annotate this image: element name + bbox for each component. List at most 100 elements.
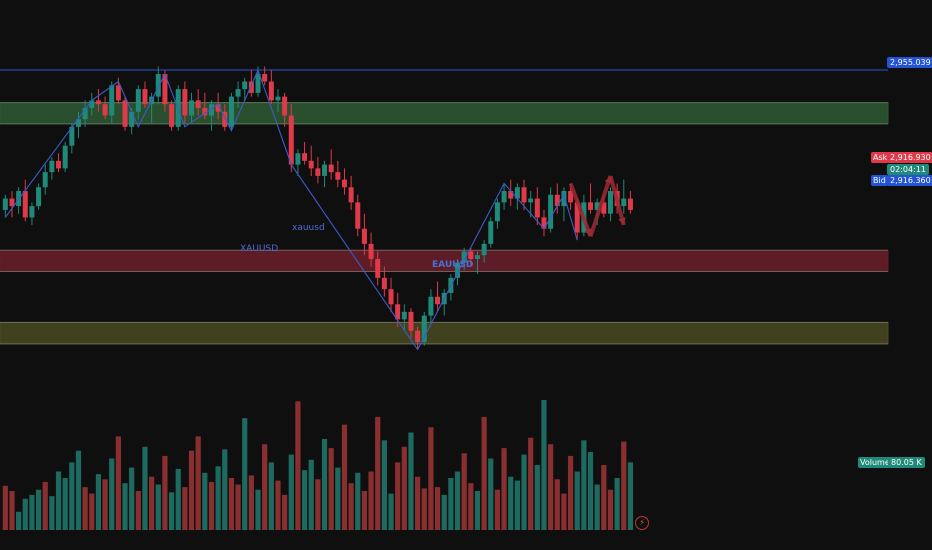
- volume-bar: [528, 437, 534, 530]
- volume-bar: [587, 452, 594, 530]
- candle-body: [49, 160, 55, 173]
- volume-bar: [488, 458, 494, 530]
- candle-body: [474, 255, 480, 259]
- volume-bar: [328, 448, 334, 530]
- ask-label: Ask: [871, 152, 890, 163]
- candle-body: [22, 191, 28, 218]
- volume-bar: [581, 440, 587, 530]
- bid-price-tag: 2,916.360: [887, 175, 932, 186]
- volume-bar: [508, 476, 514, 530]
- volume-bar: [122, 483, 128, 530]
- volume-bar: [222, 449, 228, 530]
- volume-bar: [501, 448, 507, 530]
- candle-body: [122, 100, 128, 127]
- volume-bar: [561, 493, 567, 530]
- volume-bar: [415, 476, 421, 530]
- volume-bar: [89, 493, 95, 530]
- volume-bar: [2, 485, 8, 530]
- volume-bar: [129, 467, 135, 530]
- volume-bar: [282, 494, 288, 530]
- candle-body: [341, 179, 347, 188]
- candle-body: [501, 191, 507, 203]
- candle-body: [135, 89, 141, 112]
- volume-bar: [621, 441, 627, 530]
- candle-body: [195, 100, 201, 108]
- candle-body: [461, 251, 467, 263]
- candle-body: [601, 202, 607, 214]
- candle-body: [455, 262, 461, 278]
- volume-bar: [22, 498, 28, 530]
- volume-bar: [607, 489, 614, 530]
- volume-bar: [162, 455, 168, 530]
- volume-bar: [142, 446, 148, 530]
- volume-bar: [35, 489, 42, 530]
- volume-bar: [355, 472, 361, 530]
- volume-bar: [262, 444, 268, 530]
- candle-body: [568, 191, 574, 203]
- volume-bar: [434, 487, 441, 530]
- candle-body: [248, 81, 254, 93]
- volume-bar: [514, 480, 520, 530]
- volume-bar: [275, 480, 281, 530]
- candle-body: [355, 202, 361, 229]
- volume-bar: [321, 439, 328, 530]
- candle-body: [541, 217, 547, 229]
- note-xauusd-lower: xauusd: [292, 223, 325, 233]
- volume-bar: [381, 440, 387, 530]
- volume-bar: [361, 491, 368, 530]
- projection-arrowhead-3: [618, 217, 626, 225]
- candle-body: [348, 187, 354, 203]
- volume-bar: [468, 483, 474, 530]
- volume-bar: [288, 454, 294, 530]
- lightning-icon[interactable]: ⚡: [635, 516, 649, 530]
- volume-bars: [2, 400, 634, 530]
- candle-body: [62, 145, 68, 169]
- volume-bar: [208, 481, 215, 530]
- volume-bar: [521, 454, 527, 530]
- candle-body: [302, 153, 308, 161]
- volume-bar: [494, 489, 501, 530]
- candle-body: [162, 73, 168, 105]
- volume-bar: [574, 471, 580, 530]
- volume-bar: [69, 462, 75, 530]
- volume-bar: [182, 487, 188, 530]
- volume-bar: [368, 471, 374, 530]
- candle-body: [109, 85, 115, 116]
- volume-bar: [474, 491, 481, 530]
- candle-body: [275, 96, 281, 101]
- candle-body: [395, 304, 401, 320]
- volume-bar: [295, 401, 301, 530]
- candle-body: [169, 104, 175, 127]
- volume-bar: [195, 436, 201, 530]
- volume-bar: [109, 458, 115, 530]
- volume-bar: [548, 444, 554, 530]
- candle-body: [202, 107, 208, 116]
- volume-bar: [627, 462, 634, 530]
- volume-bar: [335, 467, 341, 530]
- candle-body: [607, 191, 613, 214]
- zigzag-pattern-1: [4, 68, 419, 350]
- volume-bar: [301, 470, 308, 530]
- volume-bar: [448, 478, 454, 530]
- candle-body: [435, 296, 441, 305]
- candle-body: [594, 202, 600, 210]
- candle-body: [554, 194, 560, 207]
- candle-body: [215, 104, 221, 112]
- projection-arrow-1: [568, 182, 593, 238]
- candle-body: [228, 96, 234, 127]
- candle-body: [415, 330, 421, 343]
- volume-bar: [421, 488, 427, 530]
- volume-bar: [601, 465, 607, 530]
- candle-body: [56, 160, 62, 169]
- volume-bar: [348, 483, 354, 530]
- candle-body: [368, 243, 374, 259]
- volume-bar: [554, 479, 560, 530]
- candle-body: [36, 187, 42, 207]
- candle-body: [2, 198, 8, 210]
- candle-body: [621, 198, 627, 207]
- volume-bar: [255, 489, 261, 530]
- candle-body: [328, 164, 334, 173]
- candle-body: [335, 172, 341, 180]
